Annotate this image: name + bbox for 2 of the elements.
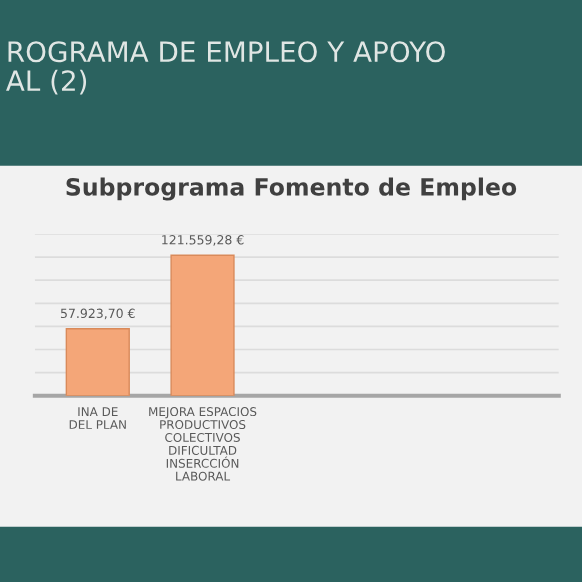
chart-title: Subprograma Fomento de Empleo: [66, 177, 517, 201]
chart-subtitle: ROGRAMA DE EMPLEO Y APOYO AL (2): [6, 41, 445, 95]
